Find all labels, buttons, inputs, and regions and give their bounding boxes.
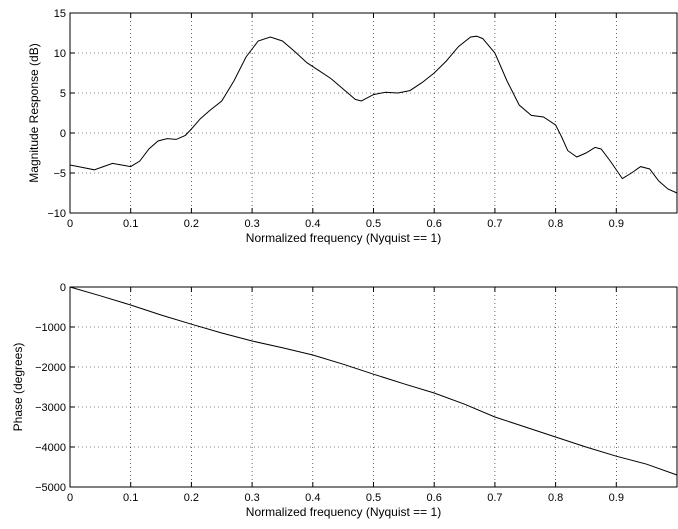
magnitude-x-tick-label: 0.8 <box>548 218 563 230</box>
phase-y-tick-label: −1000 <box>35 322 66 334</box>
phase-x-tick-label: 0.4 <box>305 492 320 504</box>
magnitude-x-tick-label: 0.5 <box>366 218 381 230</box>
phase-y-tick-label: −3000 <box>35 402 66 414</box>
phase-series-line <box>69 286 678 476</box>
phase-x-axis-label: Normalized frequency (Nyquist == 1) <box>246 505 441 519</box>
magnitude-x-tick-label: 0.7 <box>487 218 502 230</box>
phase-x-tick-label: 0.3 <box>244 492 259 504</box>
phase-response-plot: 0 0.1 0.2 0.3 0.4 0.5 0.6 0.7 0.8 0.9 −5000 −4000 −3… <box>11 282 678 519</box>
phase-x-tick-label: 0.9 <box>609 492 624 504</box>
magnitude-y-tick-label: 0 <box>60 128 66 140</box>
phase-x-tick-label: 0.2 <box>184 492 199 504</box>
phase-y-tick-label: −2000 <box>35 362 66 374</box>
magnitude-y-tick-label: −10 <box>47 208 66 220</box>
magnitude-response-plot: 0 0.1 0.2 0.3 0.4 0.5 0.6 0.7 0.8 0.9 −10 −5 0 5 10 15 N… <box>27 8 678 245</box>
magnitude-x-axis-label: Normalized frequency (Nyquist == 1) <box>246 231 441 245</box>
magnitude-x-tick-label: 0.9 <box>609 218 624 230</box>
magnitude-x-tick-label: 0.2 <box>184 218 199 230</box>
phase-x-tick-label: 0 <box>67 492 73 504</box>
magnitude-y-tick-label: −5 <box>53 168 66 180</box>
phase-x-tick-label: 0.5 <box>366 492 381 504</box>
phase-x-tick-label: 0.1 <box>123 492 138 504</box>
phase-x-tick-label: 0.7 <box>487 492 502 504</box>
magnitude-x-tick-label: 0.1 <box>123 218 138 230</box>
phase-y-tick-label: 0 <box>60 282 66 294</box>
magnitude-series-line <box>69 35 678 194</box>
phase-y-axis-label: Phase (degrees) <box>11 343 25 432</box>
magnitude-x-tick-label: 0.4 <box>305 218 320 230</box>
magnitude-x-tick-label: 0.6 <box>427 218 442 230</box>
phase-y-tick-label: −4000 <box>35 442 66 454</box>
magnitude-x-tick-label: 0.3 <box>244 218 259 230</box>
magnitude-x-tick-label: 0 <box>67 218 73 230</box>
phase-x-tick-label: 0.6 <box>427 492 442 504</box>
magnitude-y-tick-label: 5 <box>60 88 66 100</box>
phase-y-tick-label: −5000 <box>35 482 66 494</box>
magnitude-y-tick-label: 15 <box>54 8 66 20</box>
phase-x-tick-label: 0.8 <box>548 492 563 504</box>
magnitude-y-axis-label: Magnitude Response (dB) <box>27 43 41 182</box>
magnitude-y-tick-label: 10 <box>54 48 66 60</box>
